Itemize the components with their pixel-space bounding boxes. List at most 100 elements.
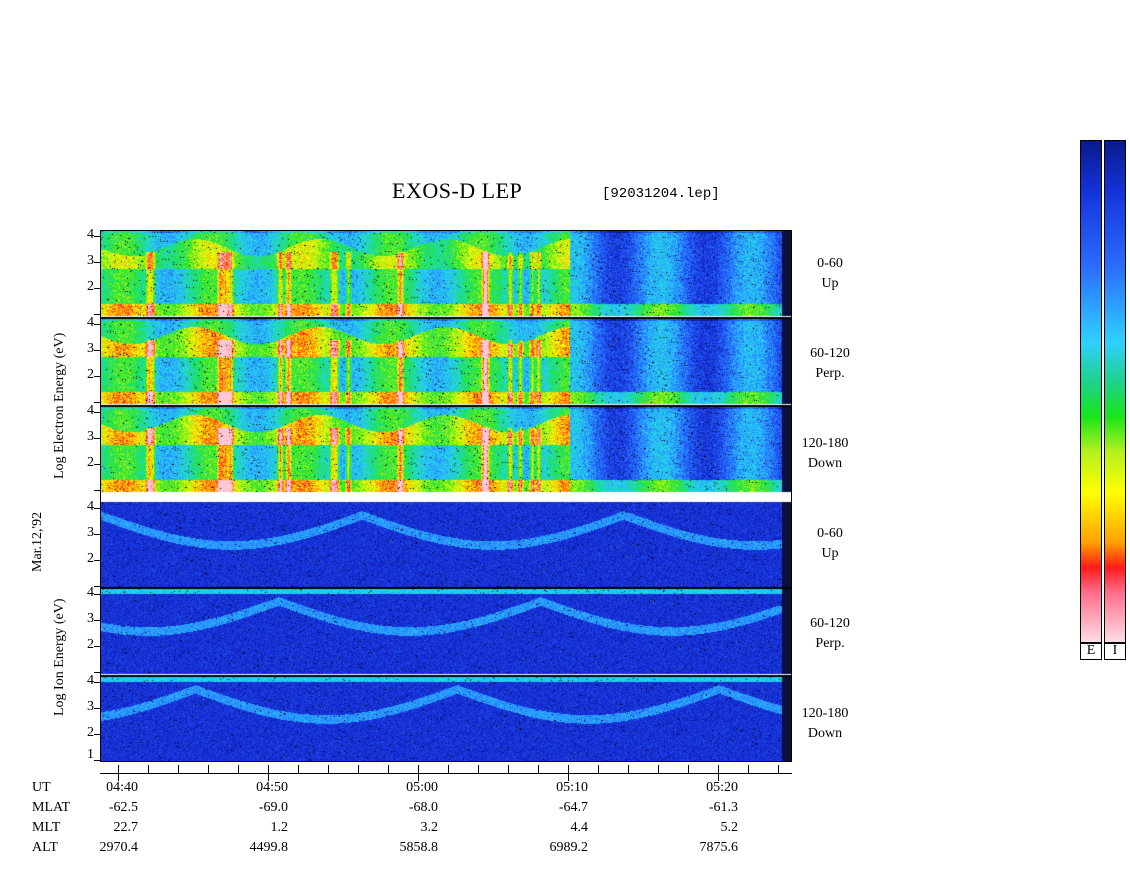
y-tick	[94, 314, 100, 315]
orbit-value-alt: 6989.2	[549, 840, 589, 855]
x-tick	[298, 765, 299, 773]
y-tick-label: 2	[87, 637, 94, 652]
y-tick-label: 3	[87, 429, 94, 444]
y-tick	[94, 682, 100, 683]
orbit-value-mlat: -69.0	[258, 800, 288, 815]
electron-panel-2-label: 60-120 Perp.	[810, 346, 850, 381]
time-axis	[100, 773, 792, 774]
orbit-value-mlat: -64.7	[558, 800, 588, 815]
y-tick	[94, 620, 100, 621]
y-tick	[94, 262, 100, 263]
y-tick-label: 3	[87, 699, 94, 714]
orbit-value-mlat: -68.0	[408, 800, 438, 815]
y-tick-label: 2	[87, 725, 94, 740]
date-label: Mar.12,'92	[30, 511, 45, 572]
x-tick	[658, 765, 659, 773]
y-tick	[94, 412, 100, 413]
x-tick	[718, 765, 719, 781]
plot-title: EXOS-D LEP	[392, 178, 523, 203]
x-tick	[748, 765, 749, 773]
orbit-value-mlt: 5.2	[720, 820, 739, 835]
x-tick	[688, 765, 689, 773]
x-tick	[208, 765, 209, 773]
y-tick	[94, 288, 100, 289]
orbit-value-ut: 04:50	[256, 780, 288, 795]
y-tick-label: 2	[87, 279, 94, 294]
orbit-value-ut: 05:20	[706, 780, 738, 795]
y-tick-label: 3	[87, 341, 94, 356]
y-tick	[94, 490, 100, 491]
y-tick	[94, 594, 100, 595]
orbit-value-mlt: 3.2	[420, 820, 439, 835]
x-tick	[538, 765, 539, 773]
y-tick	[94, 402, 100, 403]
colorbar-ion	[1104, 140, 1126, 644]
spectrogram-canvas	[100, 230, 792, 762]
orbit-value-alt: 7875.6	[699, 840, 739, 855]
x-tick	[568, 765, 569, 781]
ion-panel-1-label: 0-60 Up	[817, 526, 843, 561]
y-tick	[94, 464, 100, 465]
y-tick	[94, 324, 100, 325]
y-tick	[94, 560, 100, 561]
orbit-value-ut: 04:40	[106, 780, 138, 795]
y-tick-label: 2	[87, 551, 94, 566]
orbit-value-mlt: 22.7	[113, 820, 139, 835]
ion-panel-3-label: 120-180 Down	[801, 706, 849, 741]
electron-panel-3-label: 120-180 Down	[801, 436, 849, 471]
spectrogram-area	[100, 230, 792, 762]
y-tick	[94, 708, 100, 709]
orbit-value-mlt: 1.2	[270, 820, 289, 835]
y-tick	[94, 760, 100, 761]
y-tick-label: 4	[87, 585, 94, 600]
electron-panel-1-label: 0-60 Up	[817, 256, 843, 291]
y-tick	[94, 508, 100, 509]
x-tick	[508, 765, 509, 773]
y-tick	[94, 376, 100, 377]
y-tick-label: 4	[87, 673, 94, 688]
orbit-value-mlat: -61.3	[708, 800, 738, 815]
colorbar-ion-label: I	[1104, 642, 1126, 660]
y-tick	[94, 734, 100, 735]
y-tick-label: 2	[87, 367, 94, 382]
ion-axis-label: Log Ion Energy (eV)	[52, 598, 67, 716]
orbit-value-alt: 4499.8	[249, 840, 289, 855]
y-tick-label: 4	[87, 315, 94, 330]
x-tick	[388, 765, 389, 773]
file-name: [92031204.lep]	[602, 186, 720, 202]
y-tick-label: 4	[87, 403, 94, 418]
x-tick	[358, 765, 359, 773]
colorbar-electron-label: E	[1080, 642, 1102, 660]
y-tick	[94, 646, 100, 647]
y-tick	[94, 438, 100, 439]
y-tick	[94, 672, 100, 673]
orbit-value-mlat: -62.5	[108, 800, 138, 815]
orbit-value-alt: 2970.4	[99, 840, 139, 855]
x-tick	[328, 765, 329, 773]
colorbar-electron	[1080, 140, 1102, 644]
row-label-mlat: MLAT	[32, 800, 71, 815]
orbit-value-alt: 5858.8	[399, 840, 439, 855]
x-tick	[148, 765, 149, 773]
x-tick	[478, 765, 479, 773]
y-tick-label: 3	[87, 253, 94, 268]
row-label-mlt: MLT	[32, 820, 61, 835]
row-label-ut: UT	[32, 780, 51, 795]
x-tick	[178, 765, 179, 773]
ion-panel-2-label: 60-120 Perp.	[810, 616, 850, 651]
x-tick	[628, 765, 629, 773]
y-tick-label: 2	[87, 455, 94, 470]
x-tick	[448, 765, 449, 773]
y-tick	[94, 534, 100, 535]
x-tick	[778, 765, 779, 773]
y-tick	[94, 586, 100, 587]
y-tick-label: 3	[87, 525, 94, 540]
y-tick-label: 4	[87, 499, 94, 514]
y-tick-label: 1	[87, 747, 94, 762]
x-tick	[268, 765, 269, 781]
y-tick	[94, 350, 100, 351]
orbit-value-ut: 05:00	[406, 780, 438, 795]
row-label-alt: ALT	[32, 840, 58, 855]
x-tick	[418, 765, 419, 781]
x-tick	[118, 765, 119, 781]
